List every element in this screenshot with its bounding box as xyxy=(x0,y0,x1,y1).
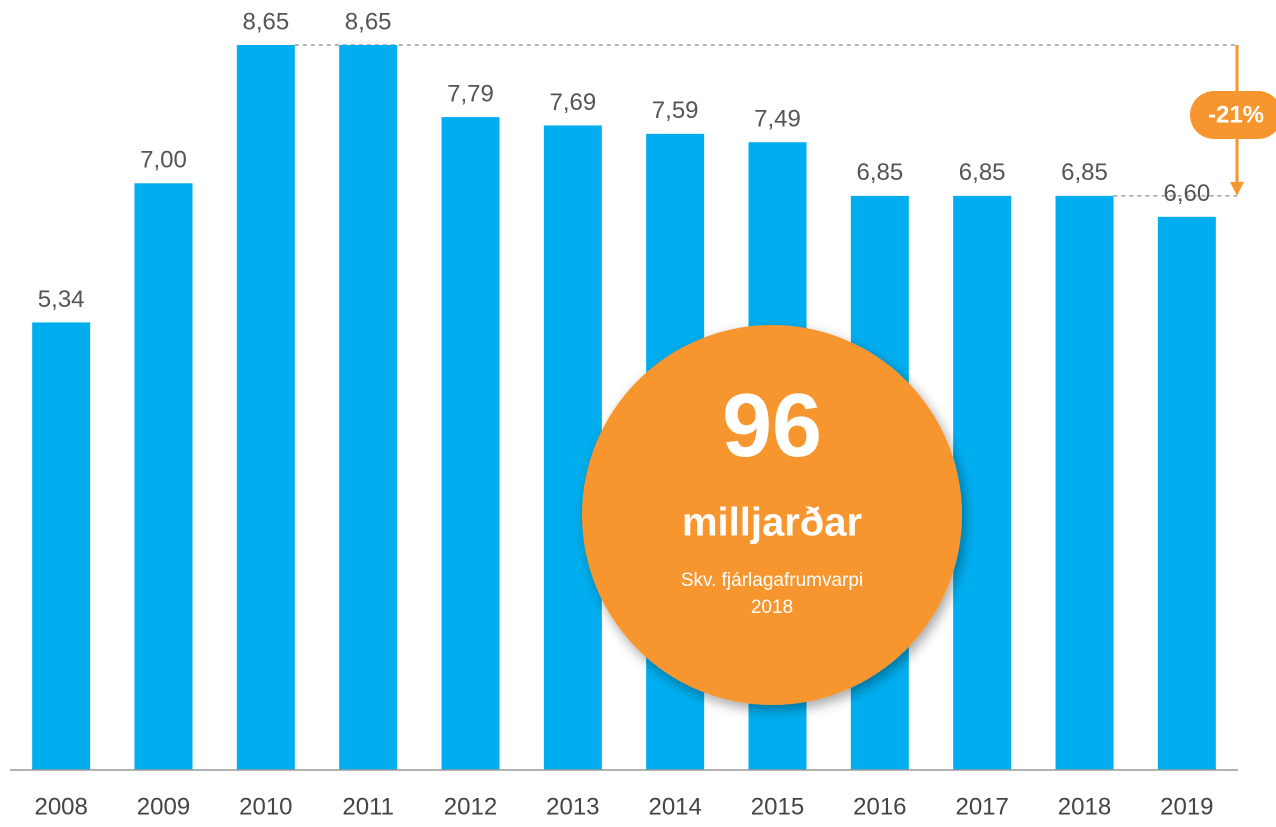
x-tick-label: 2016 xyxy=(853,793,906,820)
value-label: 6,85 xyxy=(856,159,903,186)
bar xyxy=(441,117,500,770)
value-label: 7,69 xyxy=(549,89,596,116)
labels: 5,34 2008 7,00 2009 8,65 2010 8,65 2011 7,79 2012… xyxy=(10,8,1238,820)
x-tick-label: 2011 xyxy=(342,793,394,820)
arrow-head xyxy=(1230,181,1244,196)
x-tick-label: 2018 xyxy=(1058,793,1111,820)
circle-note: Skv. fjárlagafrumvarpi xyxy=(681,570,863,591)
x-tick-label: 2012 xyxy=(444,793,497,820)
x-tick-label: 2015 xyxy=(751,793,804,820)
bar xyxy=(339,45,398,770)
value-label: 7,59 xyxy=(652,97,699,124)
bar xyxy=(236,45,295,770)
value-label: 8,65 xyxy=(242,8,289,35)
value-label: 8,65 xyxy=(345,8,392,35)
x-tick-label: 2010 xyxy=(239,793,292,820)
bar xyxy=(1157,216,1216,771)
x-tick-label: 2013 xyxy=(546,793,599,820)
change-badge xyxy=(1190,91,1276,139)
x-tick-label: 2017 xyxy=(955,793,1008,820)
bar xyxy=(134,183,193,770)
x-tick-label: 2019 xyxy=(1160,793,1213,820)
value-label: 6,85 xyxy=(959,159,1006,186)
circle-unit: milljarðar xyxy=(682,501,862,545)
value-label: 7,49 xyxy=(754,106,801,133)
x-tick-label: 2008 xyxy=(34,793,87,820)
circle-number: 96 xyxy=(722,376,822,476)
value-label: 5,34 xyxy=(38,286,85,313)
value-label: 6,60 xyxy=(1163,180,1210,207)
value-label: 7,00 xyxy=(140,147,187,174)
value-label: 6,85 xyxy=(1061,159,1108,186)
bar xyxy=(1055,195,1114,770)
bar xyxy=(32,322,91,770)
change-label: -21% xyxy=(1208,101,1264,128)
highlight-circle xyxy=(582,325,962,705)
circle-year: 2018 xyxy=(751,597,793,618)
value-label: 7,79 xyxy=(447,80,494,107)
bar xyxy=(543,125,602,771)
x-tick-label: 2009 xyxy=(137,793,190,820)
reference-lines xyxy=(294,44,1237,197)
bar xyxy=(953,195,1012,770)
x-tick-label: 2014 xyxy=(648,793,701,820)
annotations: -21% 96 milljarðar Skv. fjárlagafrumvarpi 20… xyxy=(582,45,1276,705)
